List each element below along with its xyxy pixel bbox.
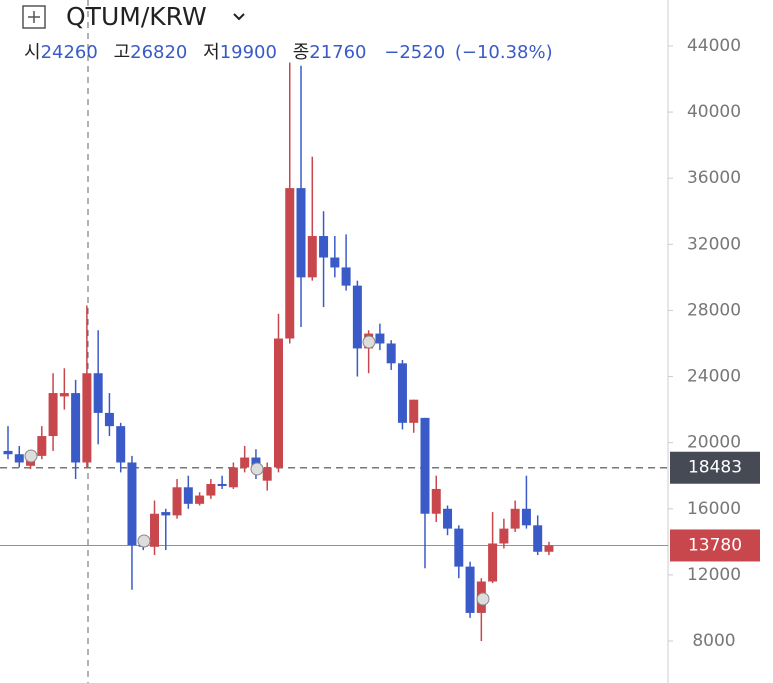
candle-body xyxy=(499,528,509,544)
candle-body xyxy=(71,393,81,463)
price-label: 18483 xyxy=(688,458,742,478)
candle-body xyxy=(150,513,160,547)
price-label-box xyxy=(670,451,760,484)
candle-body xyxy=(48,393,58,437)
y-tick-label: 20000 xyxy=(687,433,741,453)
price-label: 13780 xyxy=(688,535,742,555)
candle-body xyxy=(319,236,329,258)
candle-body xyxy=(330,257,340,268)
low-label: 저 xyxy=(203,42,220,63)
y-tick-label: 28000 xyxy=(687,300,741,320)
candle-body xyxy=(454,528,464,567)
low-value: 19900 xyxy=(220,42,277,63)
candle-body xyxy=(488,543,498,582)
candle-body xyxy=(544,545,554,552)
open-label: 시 xyxy=(24,42,41,63)
candle-body xyxy=(127,462,137,546)
candle-body xyxy=(217,483,227,486)
candle-body xyxy=(104,412,114,427)
y-tick-label: 40000 xyxy=(687,102,741,122)
candle-body xyxy=(465,566,475,613)
open-value: 24260 xyxy=(41,42,98,63)
candle-body xyxy=(409,399,419,423)
candle-body xyxy=(273,338,283,468)
y-tick-label: 32000 xyxy=(687,234,741,254)
candle-body xyxy=(375,333,385,344)
ohlc-info: 시24260 고26820 저19900 종21760 −2520 (−10.3… xyxy=(24,42,553,63)
candle-body xyxy=(82,373,92,463)
candle-body xyxy=(59,393,69,397)
candle-body xyxy=(285,188,295,339)
y-tick-label: 12000 xyxy=(687,565,741,585)
candle-body xyxy=(510,508,520,529)
candle-body xyxy=(183,487,193,504)
candle-body xyxy=(161,512,171,516)
high-value: 26820 xyxy=(130,42,187,63)
event-markers xyxy=(24,335,490,606)
add-icon-plus xyxy=(28,11,40,23)
symbol[interactable]: QTUM/KRW xyxy=(66,2,207,31)
candle-body xyxy=(307,236,317,278)
price-label-box xyxy=(670,529,760,562)
candle-body xyxy=(240,457,250,468)
candle-body xyxy=(296,188,306,278)
candle-body xyxy=(352,285,362,349)
y-tick-label: 8000 xyxy=(692,631,735,651)
candle-body xyxy=(386,343,396,364)
candle-body xyxy=(116,426,126,463)
candle-body xyxy=(533,525,543,552)
high-label: 고 xyxy=(114,42,131,63)
candle-body xyxy=(341,267,351,286)
candle-body xyxy=(37,436,47,456)
y-tick-label: 44000 xyxy=(687,36,741,56)
dropdown-chevron[interactable] xyxy=(233,13,245,21)
candle-body xyxy=(443,508,453,529)
candle-body xyxy=(228,467,238,488)
close-value: 21760 xyxy=(309,42,366,63)
change-pct: (−10.38%) xyxy=(455,42,553,63)
candle-body xyxy=(431,488,441,514)
add-icon[interactable] xyxy=(22,5,46,29)
candle-body xyxy=(93,373,103,413)
y-tick-label: 24000 xyxy=(687,367,741,387)
close-label: 종 xyxy=(293,42,310,63)
candle-body xyxy=(521,508,531,526)
candle-body xyxy=(195,495,205,504)
candle-body xyxy=(420,417,430,514)
y-tick-label: 16000 xyxy=(687,499,741,519)
y-tick-label: 36000 xyxy=(687,168,741,188)
candle-body xyxy=(206,483,216,496)
change: −2520 xyxy=(384,42,445,63)
candle-body xyxy=(172,487,182,516)
candle-body xyxy=(262,467,272,481)
candle-body xyxy=(397,363,407,423)
candle-body xyxy=(14,454,24,463)
candle-body xyxy=(3,450,13,455)
